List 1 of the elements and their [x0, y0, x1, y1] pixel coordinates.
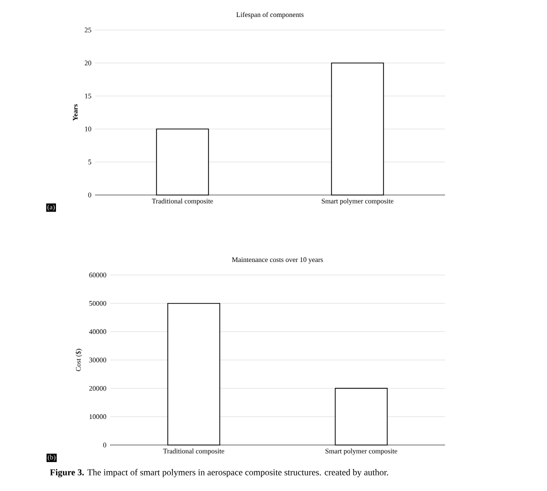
text: Figure 3. The impact of smart polymers in aerospace composite structures. created by author.	[50, 468, 388, 478]
